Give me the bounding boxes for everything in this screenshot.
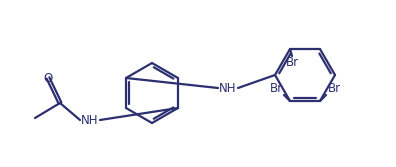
Text: O: O — [44, 71, 53, 85]
Text: Br: Br — [269, 82, 283, 96]
Text: NH: NH — [81, 114, 99, 126]
Text: Br: Br — [286, 55, 299, 68]
Text: Br: Br — [327, 82, 341, 96]
Text: NH: NH — [219, 81, 237, 95]
